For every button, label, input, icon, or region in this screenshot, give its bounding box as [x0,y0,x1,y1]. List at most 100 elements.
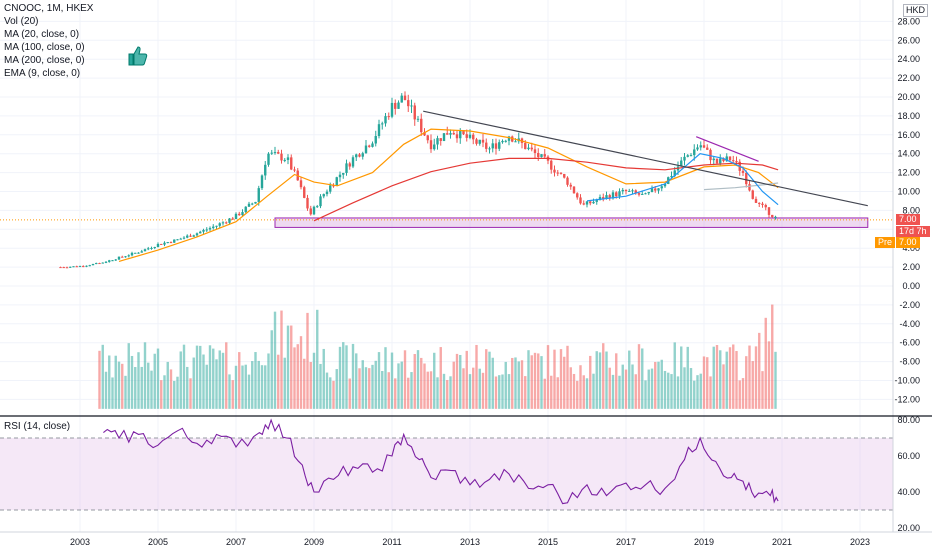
volume-bar [712,346,715,409]
candle-body [758,202,761,204]
volume-bar [657,361,660,409]
volume-bar [416,350,420,409]
candle-body [225,222,228,224]
volume-bar [546,345,550,409]
legend-ma200[interactable]: MA (200, close, 0) [4,55,85,66]
candle-body [195,233,199,236]
volume-bar [498,375,501,409]
candle-body [153,247,156,249]
y-tick-label: 16.00 [897,130,920,140]
rsi-title[interactable]: RSI (14, close) [4,421,71,432]
x-tick-label: 2007 [226,537,246,547]
candle-body [78,266,82,268]
volume-bar [654,361,657,409]
candle-body [98,263,101,265]
volume-bar [208,345,212,409]
y-tick-label: 24.00 [897,54,920,64]
candle-body [748,184,751,191]
volume-bar [394,378,397,409]
candle-body [530,147,533,150]
candle-body [582,203,585,205]
candle-body [455,134,459,139]
legend-volume[interactable]: Vol (20) [4,16,39,27]
x-tick-label: 2009 [304,537,324,547]
volume-bar [693,380,696,409]
candle-body [478,139,481,144]
legend-ma100[interactable]: MA (100, close, 0) [4,42,85,53]
volume-bar [670,374,673,409]
volume-bar [108,355,111,409]
candle-body [589,201,592,204]
volume-bar [641,348,644,409]
volume-bar [459,354,462,409]
candle-body [618,191,621,197]
candle-body [732,160,735,162]
volume-bar [299,336,303,409]
legend-ma20[interactable]: MA (20, close, 0) [4,29,80,40]
descending-trendline [423,110,868,207]
y-tick-label: 12.00 [897,168,920,178]
volume-bar [147,362,150,409]
volume-bar [423,363,426,409]
candle-body [420,118,423,133]
volume-bar [192,357,195,409]
candle-body [293,169,296,171]
candle-body [689,155,693,157]
candle-body [202,229,205,232]
volume-bar [111,377,114,409]
y-tick-label: 26.00 [897,35,920,45]
volume-bar [186,366,189,409]
thumbs-up-icon[interactable] [126,44,150,68]
volume-bar [517,361,520,409]
x-tick-label: 2021 [772,537,792,547]
candle-body [579,197,582,204]
candle-body [481,139,485,143]
volume-bar [303,358,306,409]
legend-ema9[interactable]: EMA (9, close, 0) [4,68,81,79]
volume-bar [738,380,741,409]
candle-body [683,156,686,161]
volume-bar [173,380,176,409]
volume-bar [254,352,257,409]
volume-bar [722,364,725,409]
candle-body [550,160,553,170]
volume-bar [472,367,475,409]
series-line-1 [118,128,779,262]
candle-body [715,158,719,164]
rsi-tick-label: 60.00 [897,451,920,461]
currency-badge[interactable]: HKD [902,4,928,17]
volume-bar [758,332,761,409]
volume-bar [569,367,572,409]
candle-body [273,152,277,154]
candle-body [182,237,186,239]
volume-bar [602,343,605,409]
volume-bar [520,360,524,409]
y-tick-label: 28.00 [897,16,920,26]
volume-bar [592,373,595,409]
candle-body [309,208,312,215]
volume-bar [153,353,156,409]
candle-body [439,138,442,141]
candle-body [160,243,163,245]
candle-body [101,262,104,264]
x-tick-label: 2013 [460,537,480,547]
volume-bar [683,367,686,409]
volume-bar [491,357,494,409]
candle-body [166,242,169,244]
volume-bar [462,368,465,409]
candle-body [130,252,134,256]
candle-body [719,158,722,164]
candle-body [485,142,488,149]
symbol-title[interactable]: CNOOC, 1M, HKEX [4,3,94,14]
volume-bar [114,355,117,409]
candle-body [637,193,641,195]
volume-bar [439,347,442,409]
volume-bar [572,373,576,409]
candle-body [228,218,231,223]
volume-bar [296,344,299,409]
volume-bar [413,354,416,409]
volume-bar [277,354,280,409]
support-zone [0,217,893,228]
